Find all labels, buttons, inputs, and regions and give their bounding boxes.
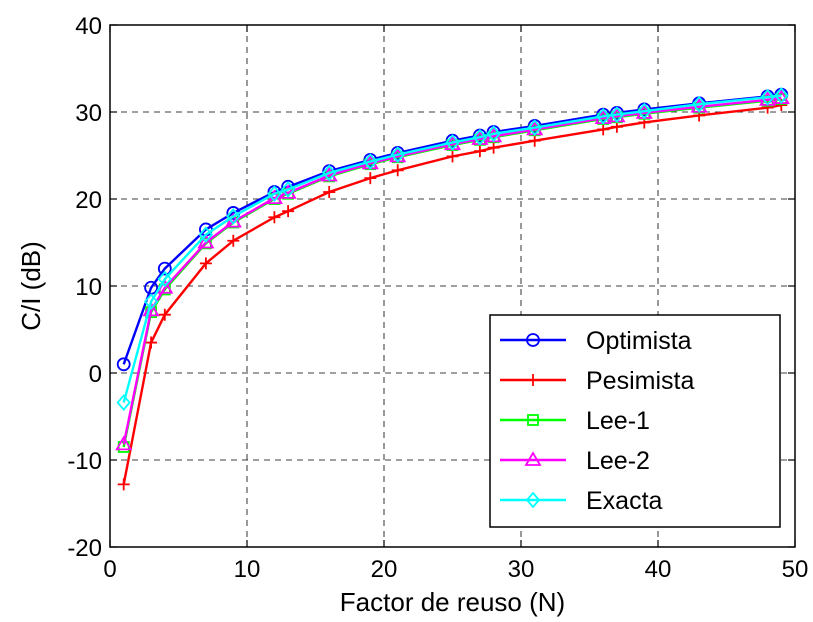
y-tick-label: 40 <box>75 13 102 40</box>
data-point-exacta <box>637 102 652 120</box>
legend-swatch-marker <box>526 333 540 347</box>
legend-item-optimista: Optimista <box>500 327 692 355</box>
data-point-exacta <box>267 185 282 203</box>
y-tick-label: 0 <box>89 361 102 388</box>
data-point-exacta <box>445 134 460 151</box>
y-tick-label: 30 <box>75 100 102 127</box>
data-point-pesimista <box>473 145 486 158</box>
data-point-exacta <box>116 394 131 411</box>
x-tick-label: 30 <box>508 556 535 583</box>
data-point-exacta <box>363 153 378 170</box>
x-axis-label: Factor de reuso (N) <box>340 587 565 617</box>
data-point-exacta <box>691 95 707 113</box>
data-point-lee-2 <box>142 301 160 317</box>
legend-swatch-marker <box>524 451 542 466</box>
data-point-pesimista <box>323 186 336 199</box>
x-tick-label: 0 <box>103 556 116 583</box>
data-point-pesimista <box>145 336 158 349</box>
data-point-pesimista <box>487 141 500 154</box>
data-point-exacta <box>143 293 159 311</box>
legend-swatch-marker <box>525 491 541 509</box>
data-point-pesimista <box>282 205 295 218</box>
series-exacta <box>116 87 789 411</box>
y-tick-label: -10 <box>67 448 102 475</box>
legend-item-lee-2: Lee-2 <box>500 447 650 475</box>
data-point-pesimista <box>775 99 788 112</box>
legend-label: Exacta <box>586 487 663 515</box>
data-point-pesimista <box>268 211 281 224</box>
legend-label: Lee-1 <box>586 407 650 435</box>
data-point-pesimista <box>117 478 130 491</box>
x-tick-label: 10 <box>234 556 261 583</box>
legend-label: Optimista <box>586 327 692 355</box>
data-point-optimista <box>157 261 172 276</box>
data-point-pesimista <box>158 308 171 321</box>
legend-item-pesimista: Pesimista <box>500 367 694 395</box>
data-point-exacta <box>486 125 501 143</box>
data-point-exacta <box>198 226 214 244</box>
data-point-exacta <box>157 270 172 288</box>
data-point-exacta <box>527 119 542 137</box>
series-group <box>115 87 790 491</box>
data-point-exacta <box>472 128 488 146</box>
axis-ticks: 0 10 20 30 40 50 -20 -10 0 10 20 30 40 <box>67 13 808 583</box>
data-point-pesimista <box>199 257 212 270</box>
y-tick-label: 10 <box>75 274 102 301</box>
data-point-pesimista <box>227 234 240 247</box>
data-point-exacta <box>226 208 241 225</box>
legend-swatch-marker <box>527 374 539 386</box>
x-tick-label: 40 <box>645 556 672 583</box>
legend-swatch-marker <box>527 414 539 426</box>
data-point-pesimista <box>391 164 404 177</box>
y-axis-label: C/I (dB) <box>16 241 46 331</box>
x-tick-label: 20 <box>371 556 398 583</box>
data-point-exacta <box>280 181 296 198</box>
y-tick-label: -20 <box>67 535 102 562</box>
data-point-exacta <box>596 107 611 125</box>
data-point-exacta <box>322 164 337 182</box>
data-point-pesimista <box>446 150 459 163</box>
data-point-exacta <box>609 106 625 123</box>
x-tick-label: 50 <box>782 556 809 583</box>
data-point-lee-2 <box>115 435 133 451</box>
legend-label: Lee-2 <box>586 447 650 475</box>
data-point-pesimista <box>364 172 377 185</box>
legend-label: Pesimista <box>586 367 694 395</box>
data-point-pesimista <box>528 134 541 147</box>
legend: Optimista Pesimista Lee-1 Lee-2 Exacta <box>489 314 781 528</box>
data-point-exacta <box>390 146 405 164</box>
data-point-pesimista <box>597 123 610 136</box>
legend-item-lee-1: Lee-1 <box>500 407 650 435</box>
data-point-exacta <box>774 87 789 104</box>
legend-item-exacta: Exacta <box>500 487 663 515</box>
series-pesimista <box>117 99 788 491</box>
y-tick-label: 20 <box>75 187 102 214</box>
data-point-optimista <box>116 357 131 372</box>
data-point-exacta <box>760 88 775 106</box>
data-point-lee-2 <box>197 233 215 249</box>
